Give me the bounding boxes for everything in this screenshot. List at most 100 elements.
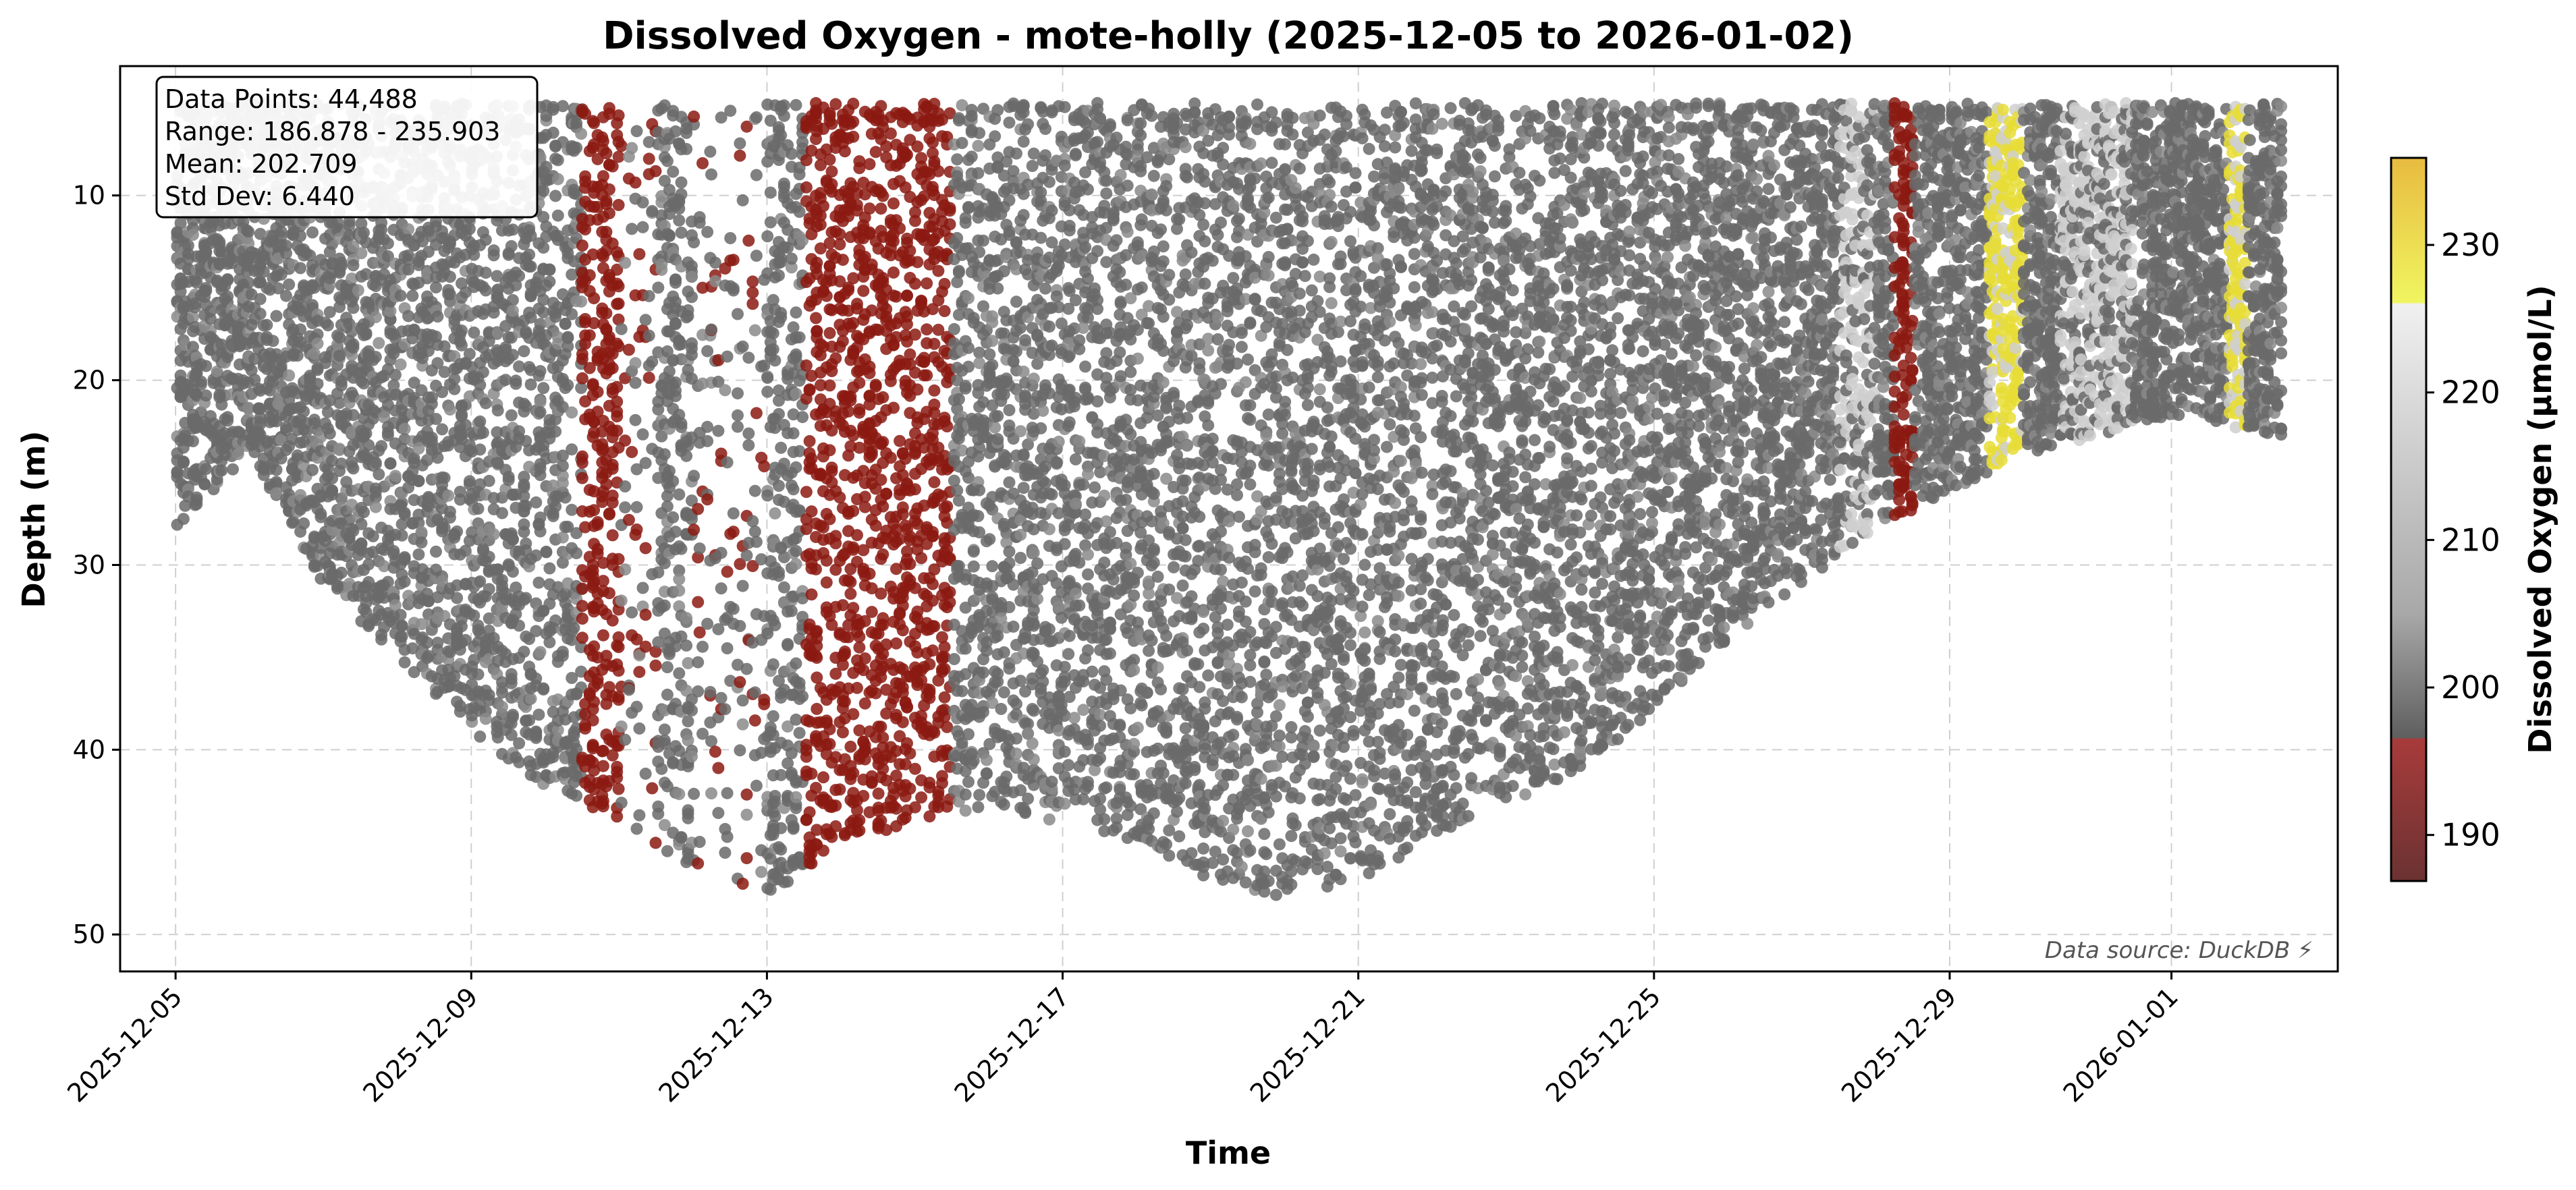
data-point — [591, 518, 604, 531]
data-point — [200, 282, 213, 294]
data-point — [911, 256, 924, 268]
data-point — [227, 463, 239, 476]
data-point — [402, 310, 415, 322]
data-point — [761, 489, 774, 502]
data-point — [740, 788, 753, 801]
data-point — [187, 435, 199, 447]
data-point — [847, 708, 860, 720]
data-point — [858, 697, 871, 710]
data-point — [742, 427, 755, 440]
data-point — [615, 322, 628, 335]
data-point — [688, 523, 701, 536]
data-point — [686, 513, 698, 526]
data-point — [712, 807, 725, 820]
data-point — [838, 696, 851, 708]
data-point — [769, 810, 782, 822]
data-point — [800, 744, 813, 757]
data-point — [506, 708, 519, 721]
data-point — [513, 619, 526, 632]
data-point — [921, 277, 933, 290]
data-point — [576, 631, 588, 644]
data-point — [811, 671, 823, 684]
data-point — [283, 369, 296, 382]
data-point — [194, 375, 207, 388]
data-point — [505, 239, 518, 252]
data-point — [534, 405, 547, 418]
data-point — [661, 661, 674, 673]
data-point — [701, 617, 714, 630]
data-point — [626, 142, 638, 154]
data-point — [865, 449, 878, 461]
data-point — [805, 588, 818, 601]
data-point — [715, 691, 728, 704]
data-point — [727, 282, 740, 295]
data-point — [200, 389, 213, 402]
data-point — [709, 745, 721, 758]
data-point — [667, 165, 680, 178]
data-point — [639, 608, 652, 621]
data-point — [811, 324, 823, 337]
data-point — [740, 808, 753, 821]
data-point — [915, 552, 928, 565]
data-point — [306, 226, 319, 239]
data-point — [923, 658, 936, 671]
data-point — [805, 452, 818, 465]
data-point — [750, 250, 763, 262]
data-point — [847, 130, 860, 143]
data-point — [347, 341, 360, 354]
data-point — [556, 100, 569, 113]
data-point — [639, 767, 652, 780]
data-point — [402, 223, 415, 235]
data-point — [894, 222, 906, 235]
data-point — [622, 683, 635, 696]
data-point — [306, 463, 319, 476]
data-point — [575, 295, 588, 308]
data-point — [732, 420, 744, 433]
data-point — [622, 513, 635, 526]
data-point — [863, 158, 876, 171]
data-point — [740, 662, 753, 675]
data-point — [369, 456, 382, 469]
data-point — [510, 377, 522, 390]
data-point — [790, 801, 802, 814]
data-point — [686, 291, 698, 304]
data-point — [785, 148, 798, 160]
data-point — [675, 226, 688, 239]
data-point — [221, 274, 234, 287]
data-point — [398, 507, 411, 519]
data-point — [736, 579, 749, 592]
data-point — [389, 470, 402, 482]
data-point — [877, 272, 889, 285]
data-point — [732, 387, 744, 400]
data-point — [566, 503, 578, 516]
data-point — [311, 378, 324, 391]
data-point — [612, 664, 625, 677]
data-point — [734, 620, 746, 632]
data-point — [803, 806, 816, 819]
data-point — [615, 140, 628, 152]
data-point — [415, 536, 428, 549]
data-point — [479, 712, 492, 725]
data-point — [773, 566, 785, 579]
data-point — [790, 387, 802, 400]
data-point — [675, 176, 688, 189]
data-point — [705, 323, 717, 336]
data-point — [810, 782, 822, 794]
data-point — [790, 558, 802, 571]
data-point — [915, 791, 928, 804]
data-point — [775, 307, 788, 320]
data-point — [705, 168, 717, 181]
data-point — [825, 117, 838, 130]
data-point — [347, 302, 360, 314]
data-point — [667, 475, 680, 488]
data-point — [415, 618, 428, 631]
data-point — [335, 379, 348, 392]
data-point — [612, 298, 625, 310]
data-point — [179, 499, 192, 512]
data-point — [884, 128, 897, 140]
data-point — [626, 446, 638, 458]
data-point — [395, 630, 408, 643]
data-point — [182, 239, 194, 252]
data-point — [712, 424, 725, 437]
data-point — [767, 343, 779, 356]
